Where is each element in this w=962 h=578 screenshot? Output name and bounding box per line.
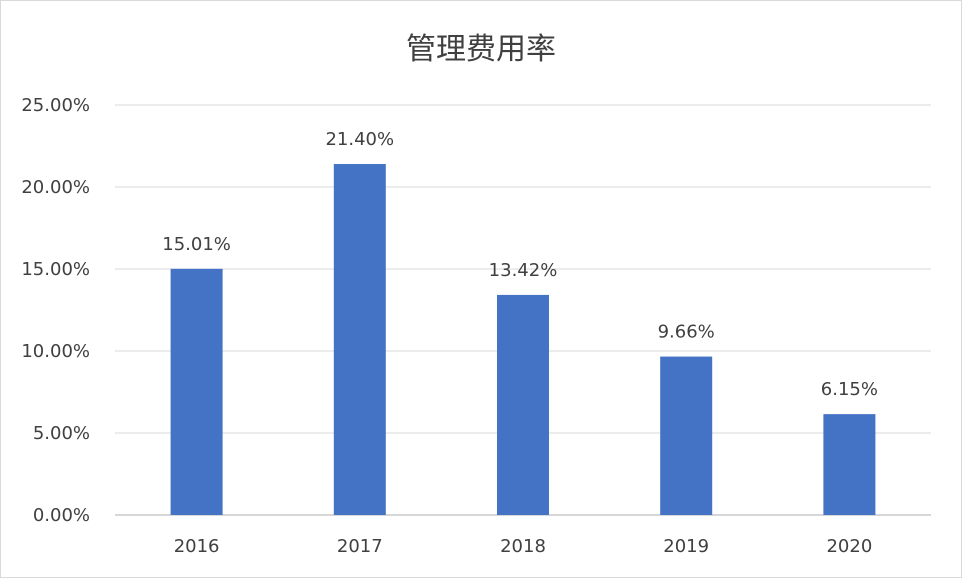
y-tick-label: 15.00% bbox=[21, 259, 90, 280]
y-tick-label: 25.00% bbox=[21, 95, 90, 116]
bars bbox=[170, 164, 876, 516]
bar-2016 bbox=[170, 268, 223, 515]
y-tick-label: 0.00% bbox=[33, 505, 90, 526]
data-label-2016: 15.01% bbox=[162, 234, 231, 255]
x-axis-ticks: 2016 2017 2018 2019 2020 bbox=[174, 536, 873, 557]
bar-2018 bbox=[497, 294, 549, 515]
x-tick-label: 2019 bbox=[663, 536, 709, 557]
x-tick-label: 2020 bbox=[826, 536, 872, 557]
y-axis-ticks: 0.00% 5.00% 10.00% 15.00% 20.00% 25.00% bbox=[21, 95, 90, 526]
data-label-2017: 21.40% bbox=[325, 129, 394, 150]
x-tick-label: 2017 bbox=[337, 536, 383, 557]
bar-2020 bbox=[823, 414, 876, 515]
data-labels: 15.01% 21.40% 13.42% 9.66% 6.15% bbox=[162, 129, 878, 400]
data-label-2020: 6.15% bbox=[821, 379, 878, 400]
y-tick-label: 20.00% bbox=[21, 177, 90, 198]
x-tick-label: 2016 bbox=[174, 536, 220, 557]
data-label-2019: 9.66% bbox=[658, 322, 715, 343]
y-tick-label: 10.00% bbox=[21, 341, 90, 362]
data-label-2018: 13.42% bbox=[489, 260, 558, 281]
chart-title: 管理费用率 bbox=[406, 32, 556, 67]
y-tick-label: 5.00% bbox=[33, 423, 90, 444]
x-tick-label: 2018 bbox=[500, 536, 546, 557]
bar-2017 bbox=[333, 164, 386, 516]
bar-2019 bbox=[660, 356, 713, 515]
